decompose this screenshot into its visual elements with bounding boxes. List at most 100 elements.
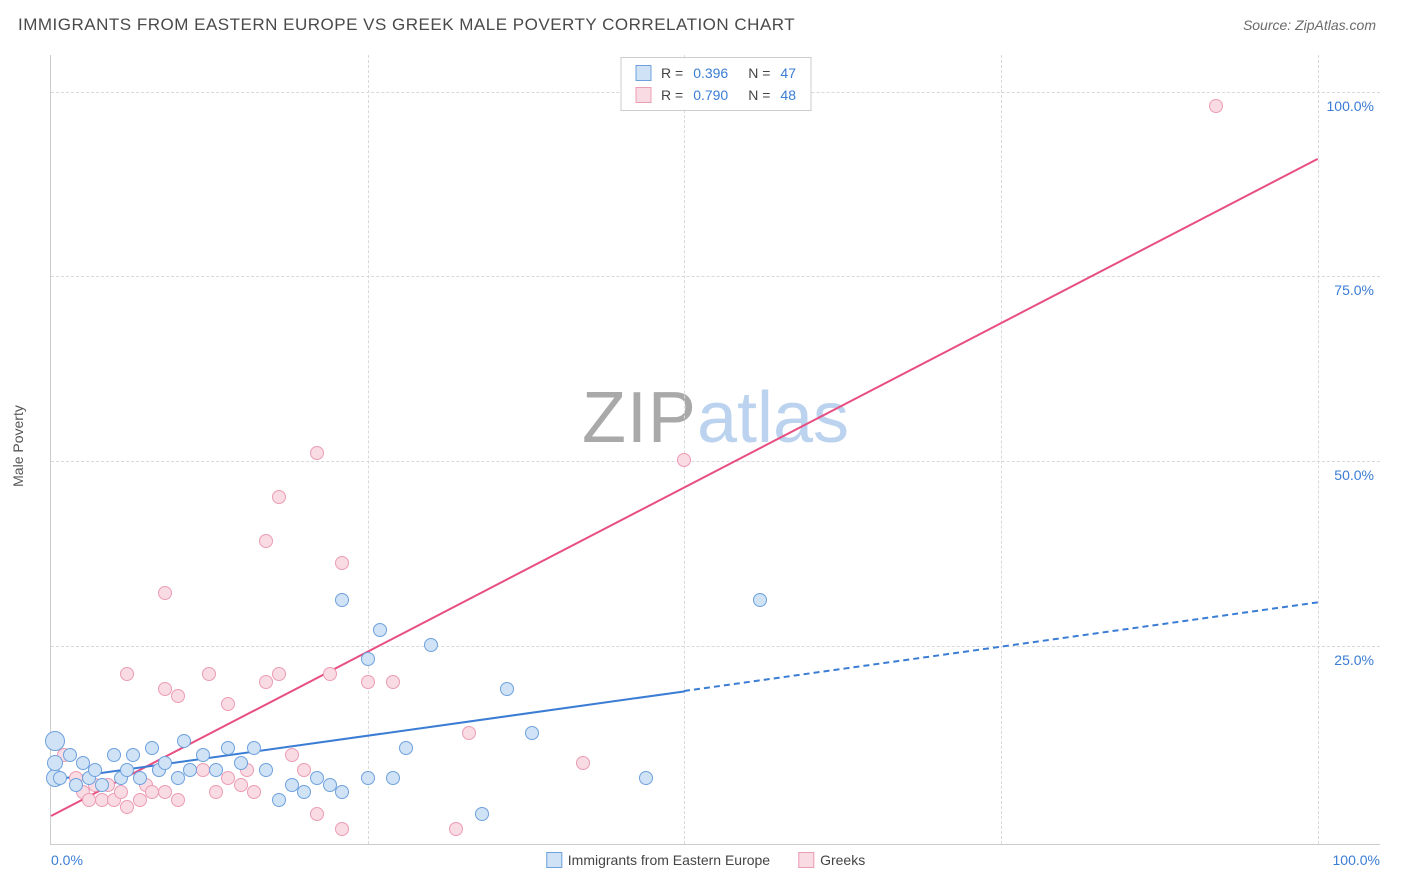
scatter-point <box>107 748 121 762</box>
scatter-point <box>424 638 438 652</box>
scatter-point <box>114 785 128 799</box>
scatter-point <box>53 771 67 785</box>
scatter-point <box>209 763 223 777</box>
scatter-point <box>462 726 476 740</box>
scatter-point <box>47 755 63 771</box>
r-value-blue: 0.396 <box>693 62 728 84</box>
scatter-point <box>259 534 273 548</box>
scatter-point <box>95 778 109 792</box>
scatter-point <box>133 771 147 785</box>
scatter-point <box>171 793 185 807</box>
scatter-point <box>202 667 216 681</box>
scatter-point <box>272 490 286 504</box>
scatter-point <box>69 778 83 792</box>
series-label-pink: Greeks <box>820 852 865 868</box>
scatter-point <box>133 793 147 807</box>
scatter-point <box>120 667 134 681</box>
chart-plot-area: ZIPatlas R = 0.396 N = 47 R = 0.790 N = … <box>50 55 1380 845</box>
y-tick-label: 50.0% <box>1334 467 1374 483</box>
scatter-point <box>221 697 235 711</box>
series-legend-item-blue: Immigrants from Eastern Europe <box>546 852 770 868</box>
n-label: N = <box>748 62 770 84</box>
scatter-point <box>310 807 324 821</box>
legend-swatch-blue-icon <box>546 852 562 868</box>
watermark-atlas: atlas <box>697 378 849 458</box>
y-tick-label: 100.0% <box>1327 98 1374 114</box>
legend-swatch-pink-icon <box>798 852 814 868</box>
scatter-point <box>145 741 159 755</box>
x-axis-max-label: 100.0% <box>1333 852 1380 868</box>
chart-container: IMMIGRANTS FROM EASTERN EUROPE VS GREEK … <box>0 0 1406 892</box>
scatter-point <box>677 453 691 467</box>
scatter-point <box>259 763 273 777</box>
scatter-point <box>247 741 261 755</box>
gridline-horizontal <box>51 276 1380 277</box>
scatter-point <box>88 763 102 777</box>
scatter-point <box>209 785 223 799</box>
gridline-vertical <box>684 55 685 844</box>
scatter-point <box>386 771 400 785</box>
x-axis-min-label: 0.0% <box>51 852 83 868</box>
y-axis-label: Male Poverty <box>10 405 26 487</box>
series-label-blue: Immigrants from Eastern Europe <box>568 852 770 868</box>
scatter-point <box>158 756 172 770</box>
scatter-point <box>259 675 273 689</box>
scatter-point <box>171 689 185 703</box>
scatter-point <box>171 771 185 785</box>
scatter-point <box>45 731 65 751</box>
r-label: R = <box>661 62 683 84</box>
correlation-legend: R = 0.396 N = 47 R = 0.790 N = 48 <box>620 57 811 111</box>
scatter-point <box>183 763 197 777</box>
scatter-point <box>753 593 767 607</box>
scatter-point <box>221 741 235 755</box>
scatter-point <box>335 593 349 607</box>
scatter-point <box>449 822 463 836</box>
r-value-pink: 0.790 <box>693 84 728 106</box>
watermark-zip: ZIP <box>582 378 697 458</box>
series-legend: Immigrants from Eastern Europe Greeks <box>546 852 885 868</box>
gridline-vertical <box>368 55 369 844</box>
scatter-point <box>576 756 590 770</box>
source-attribution: Source: ZipAtlas.com <box>1243 17 1376 33</box>
scatter-point <box>335 822 349 836</box>
gridline-horizontal <box>51 646 1380 647</box>
scatter-point <box>196 748 210 762</box>
n-label: N = <box>748 84 770 106</box>
scatter-point <box>361 675 375 689</box>
gridline-vertical <box>1001 55 1002 844</box>
scatter-point <box>323 667 337 681</box>
scatter-point <box>234 756 248 770</box>
correlation-legend-row-blue: R = 0.396 N = 47 <box>635 62 796 84</box>
scatter-point <box>525 726 539 740</box>
legend-swatch-blue-icon <box>635 65 651 81</box>
n-value-pink: 48 <box>780 84 796 106</box>
series-legend-item-pink: Greeks <box>798 852 865 868</box>
correlation-legend-row-pink: R = 0.790 N = 48 <box>635 84 796 106</box>
scatter-point <box>1209 99 1223 113</box>
scatter-point <box>285 748 299 762</box>
scatter-point <box>247 785 261 799</box>
scatter-point <box>120 800 134 814</box>
scatter-point <box>297 785 311 799</box>
gridline-vertical <box>1318 55 1319 844</box>
scatter-point <box>361 771 375 785</box>
scatter-point <box>335 556 349 570</box>
r-label: R = <box>661 84 683 106</box>
header: IMMIGRANTS FROM EASTERN EUROPE VS GREEK … <box>0 0 1406 40</box>
scatter-point <box>475 807 489 821</box>
y-tick-label: 75.0% <box>1334 282 1374 298</box>
scatter-point <box>386 675 400 689</box>
scatter-point <box>399 741 413 755</box>
scatter-point <box>335 785 349 799</box>
scatter-point <box>373 623 387 637</box>
scatter-point <box>126 748 140 762</box>
gridline-horizontal <box>51 461 1380 462</box>
chart-title: IMMIGRANTS FROM EASTERN EUROPE VS GREEK … <box>18 15 795 35</box>
scatter-point <box>639 771 653 785</box>
scatter-point <box>361 652 375 666</box>
watermark: ZIPatlas <box>582 377 849 459</box>
scatter-point <box>272 667 286 681</box>
scatter-point <box>272 793 286 807</box>
scatter-point <box>310 446 324 460</box>
scatter-point <box>177 734 191 748</box>
